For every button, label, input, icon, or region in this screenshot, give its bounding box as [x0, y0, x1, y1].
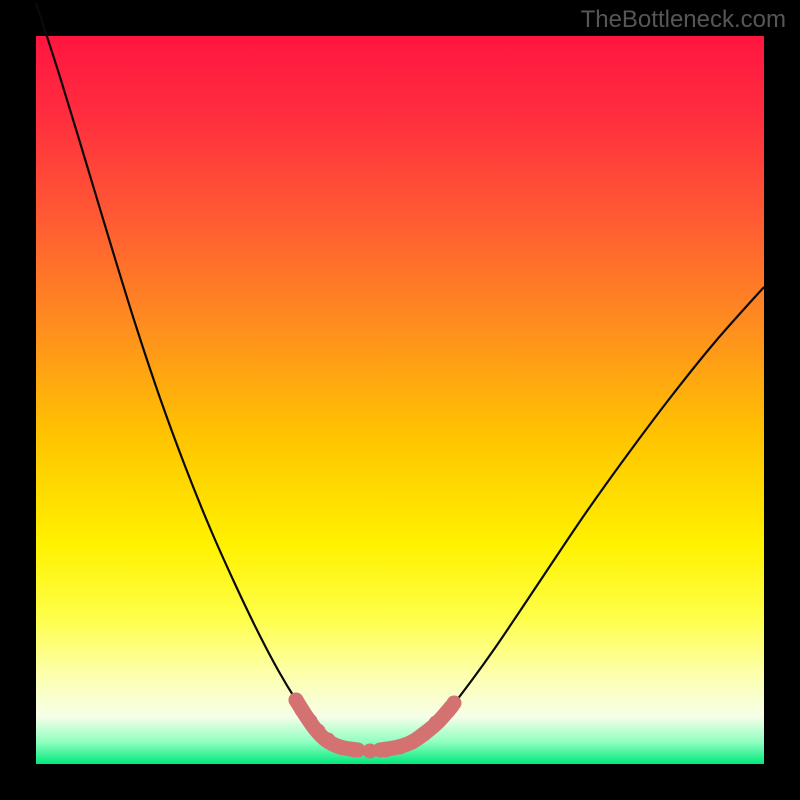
marker-dot	[333, 740, 348, 755]
plot-background	[36, 36, 764, 764]
marker-dot	[417, 727, 432, 742]
bottleneck-chart	[0, 0, 800, 800]
marker-dot	[447, 696, 462, 711]
chart-frame: TheBottleneck.com	[0, 0, 800, 800]
watermark-text: TheBottleneck.com	[581, 6, 786, 34]
marker-dot	[363, 744, 378, 759]
marker-dot	[429, 716, 444, 731]
marker-dot	[379, 743, 394, 758]
marker-dot	[347, 743, 362, 758]
